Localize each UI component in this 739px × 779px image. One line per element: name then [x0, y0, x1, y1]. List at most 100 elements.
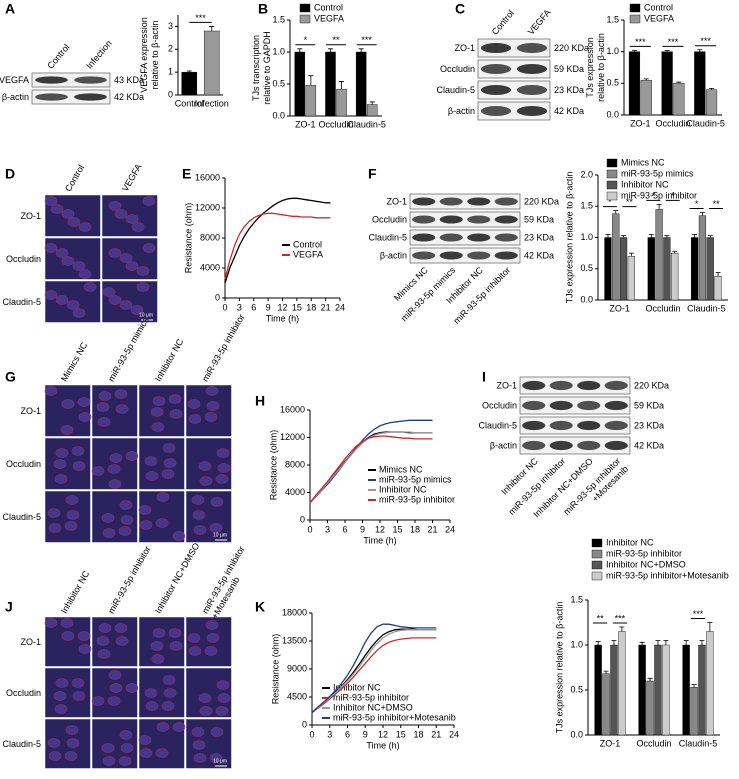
cell	[187, 633, 201, 643]
blot-size: 42 KDa	[114, 92, 144, 102]
blot-protein: Claudin-5	[368, 232, 407, 242]
error-bar	[676, 81, 682, 84]
cell	[151, 422, 165, 432]
image-column-label: Inhibitor NC	[153, 337, 186, 384]
cell	[72, 261, 86, 271]
cell	[119, 730, 133, 740]
panel-letter: A	[5, 1, 15, 17]
x-tick-label: ZO-1	[609, 303, 630, 313]
blot-band	[480, 64, 512, 74]
legend-swatch	[591, 571, 603, 581]
cell	[161, 701, 175, 711]
x-tick-label: 3	[327, 729, 332, 739]
blot-strip	[409, 211, 521, 228]
cell	[67, 217, 81, 227]
cell	[204, 646, 218, 656]
cell	[61, 399, 75, 409]
x-axis-label: Time (h)	[266, 313, 299, 323]
blot-band	[604, 400, 628, 411]
bar	[655, 209, 663, 301]
image-column-label: miR-93-5p mimics	[106, 315, 151, 383]
x-tick-label: Occludin	[645, 303, 680, 313]
cell	[210, 497, 224, 507]
y-tick-label: 0	[215, 292, 220, 302]
legend-label: Control	[293, 239, 322, 249]
cell	[114, 623, 128, 633]
bar	[673, 83, 685, 116]
cell	[192, 740, 206, 750]
cell	[47, 508, 61, 518]
x-tick-label: 6	[251, 302, 256, 312]
cell	[162, 675, 176, 685]
panel-letter: C	[455, 1, 465, 17]
blot-band	[577, 380, 601, 391]
blot-band	[516, 64, 548, 74]
cell	[91, 696, 105, 706]
series-line	[309, 419, 433, 504]
significance: ***	[635, 37, 646, 47]
panel-letter: B	[258, 1, 268, 17]
cell	[48, 523, 62, 533]
legend-label: Inhibitor NC	[621, 179, 669, 189]
x-tick-label: 9	[266, 302, 271, 312]
blot-band	[516, 43, 548, 53]
cell	[210, 727, 224, 737]
blot-protein: Occludin	[482, 400, 517, 410]
bar	[619, 237, 628, 301]
x-tick-label: 24	[449, 729, 459, 739]
bar	[706, 237, 714, 301]
image-column-label: miR-93-5p inhibitor	[106, 544, 153, 615]
cell	[72, 308, 86, 318]
cell	[204, 412, 218, 422]
image-row-label: Occludin	[6, 459, 41, 469]
cell	[142, 243, 156, 253]
cell	[53, 691, 67, 701]
error-bar	[605, 233, 611, 238]
bar	[305, 85, 317, 117]
x-tick-label: Occludin	[655, 118, 690, 128]
blot-size: 59 KDa	[554, 64, 584, 74]
x-tick-label: 0	[222, 302, 227, 312]
blot-protein: Claudin-5	[436, 85, 475, 95]
legend-label: Mimics NC	[621, 157, 665, 167]
significance: *	[651, 191, 655, 201]
error-bar	[697, 49, 703, 52]
cell	[108, 670, 122, 680]
cell	[215, 474, 229, 484]
bar	[294, 51, 306, 117]
blot-strip	[409, 229, 521, 246]
bar	[694, 51, 706, 116]
cell	[163, 688, 177, 698]
cell	[64, 521, 78, 531]
blot-band	[522, 440, 546, 451]
legend-label: miR-93-5p inhibitor+Motesanib	[606, 570, 729, 580]
cell	[108, 479, 122, 489]
y-tick-label: 0.5	[580, 263, 593, 273]
blot-size: 220 KDa	[554, 43, 589, 53]
scale-label: 10 μm	[213, 532, 227, 538]
cell	[151, 654, 165, 664]
significance: **	[332, 35, 340, 45]
cell	[169, 409, 183, 419]
cell	[77, 631, 91, 641]
cell	[55, 295, 69, 305]
cell	[156, 722, 170, 732]
cell	[66, 510, 80, 520]
cell	[199, 476, 213, 486]
bar	[181, 71, 198, 96]
legend-label: Inhibitor NC+DMSO	[606, 559, 686, 569]
cell	[61, 631, 75, 641]
panel-letter: F	[368, 166, 377, 182]
image-row-label: Occludin	[6, 688, 41, 698]
error-bar	[369, 101, 375, 105]
blot-band	[577, 420, 601, 431]
cell	[64, 751, 78, 761]
error-bar	[358, 48, 364, 52]
x-tick-label: 0	[307, 524, 312, 534]
bar	[682, 644, 690, 736]
image-column-label: Control	[63, 163, 86, 193]
y-tick-label: 13500	[282, 635, 307, 645]
cell	[119, 500, 133, 510]
y-axis-label: TJs transcription	[251, 35, 261, 101]
error-bar	[611, 640, 617, 645]
